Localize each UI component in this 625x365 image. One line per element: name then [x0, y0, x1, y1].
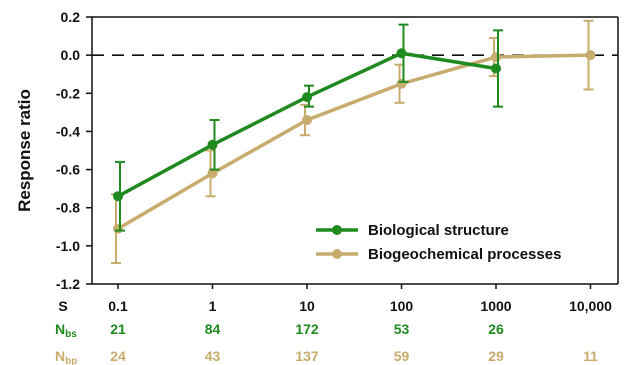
count-value: 29: [488, 348, 504, 364]
count-row-label: Nbs: [55, 321, 77, 340]
y-axis-title: Response ratio: [15, 89, 34, 212]
count-value: 26: [488, 321, 504, 337]
legend-label: Biological structure: [368, 222, 509, 239]
y-tick-label: -0.4: [56, 123, 80, 139]
count-value: 137: [295, 348, 319, 364]
data-point: [302, 92, 312, 103]
legend-marker: [332, 225, 342, 235]
y-tick-label: -0.8: [56, 200, 80, 216]
data-point: [207, 168, 218, 179]
x-tick-label: 1000: [480, 298, 511, 314]
legend-item-biological-structure: Biological structure: [316, 222, 509, 239]
x-tick-label: 100: [390, 298, 414, 314]
count-value: 21: [110, 321, 126, 337]
x-tick-label: 10,000: [569, 298, 612, 314]
y-tick-label: 0.2: [61, 9, 81, 25]
y-tick-label: -0.2: [56, 85, 80, 101]
x-tick-label: 10: [299, 298, 315, 314]
y-tick-label: 0.0: [61, 47, 81, 63]
legend-marker: [332, 249, 342, 259]
x-tick-label: 1: [209, 298, 217, 314]
data-point: [207, 139, 218, 150]
data-point: [491, 63, 501, 74]
x-tick-label: 0.1: [108, 298, 128, 314]
data-point: [396, 48, 407, 59]
series-line: [117, 53, 591, 231]
series-biogeochemical-processes: [111, 19, 596, 265]
count-value: 59: [394, 348, 410, 364]
count-value: 11: [583, 348, 598, 364]
sample-size-table: Nbs 21 84 172 53 26 Nbp 24 43 137 59 29 11: [55, 321, 598, 365]
plot-layer: [92, 19, 618, 265]
x-axis-label: S: [58, 298, 67, 314]
count-value: 172: [295, 321, 319, 337]
legend-item-biogeochemical-processes: Biogeochemical processes: [316, 246, 561, 263]
data-point: [491, 52, 501, 63]
y-tick-label: -1.2: [56, 276, 80, 292]
count-value: 43: [205, 348, 221, 364]
count-value: 84: [205, 321, 221, 337]
data-point: [396, 78, 407, 89]
series-biological-structure: [113, 23, 503, 232]
count-row-label: Nbp: [55, 348, 77, 365]
legend: Biological structure Biogeochemical proce…: [316, 222, 561, 263]
y-tick-label: -0.6: [56, 162, 80, 178]
axis-layer: 0.2 0.0 -0.2 -0.4 -0.6 -0.8 -1.0 -1.2 Response r…: [15, 9, 619, 314]
count-value: 53: [394, 321, 410, 337]
count-value: 24: [110, 348, 126, 364]
data-point: [113, 191, 123, 202]
data-point: [585, 50, 596, 61]
y-tick-label: -1.0: [56, 238, 80, 254]
data-point: [302, 114, 312, 125]
data-point: [113, 223, 123, 234]
legend-label: Biogeochemical processes: [368, 246, 561, 263]
